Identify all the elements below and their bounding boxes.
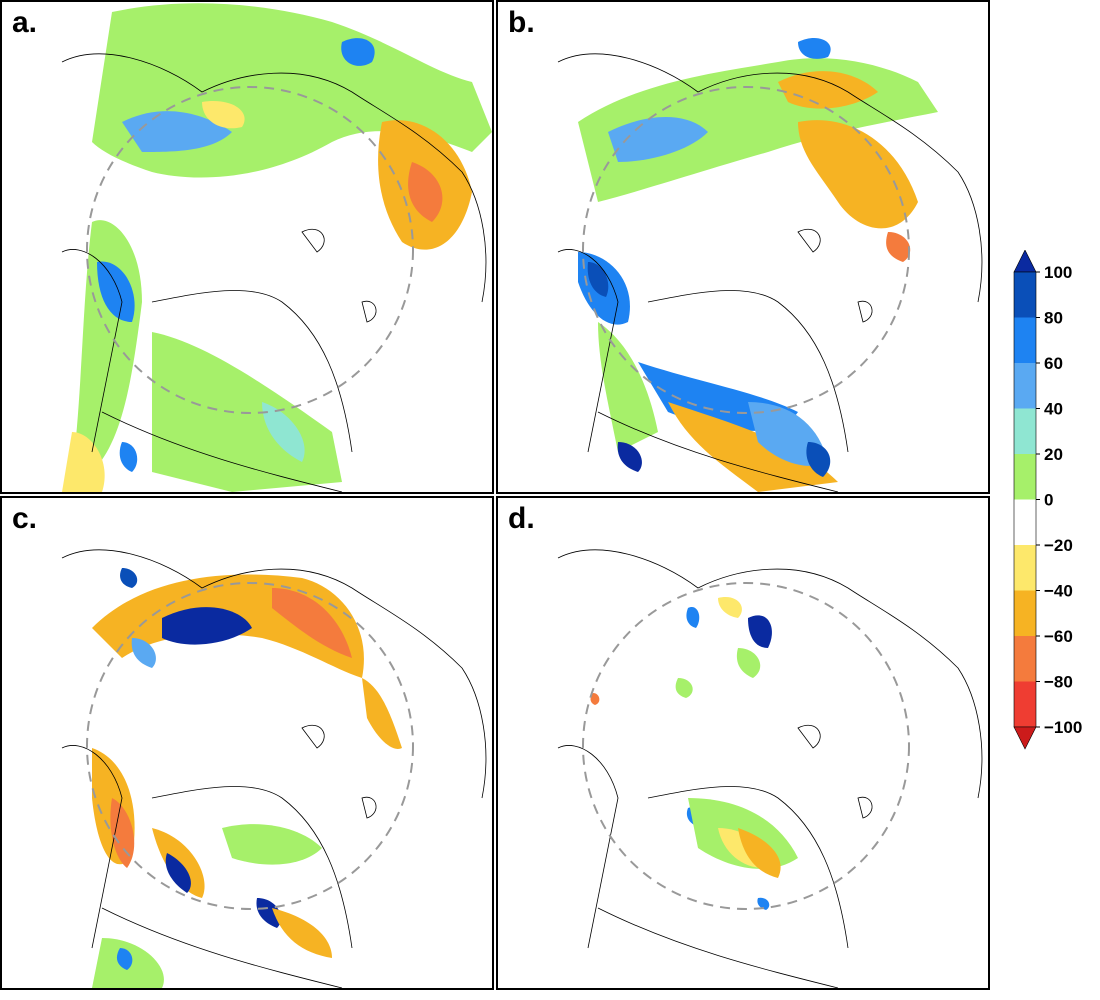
panel-label-d: d.	[508, 502, 535, 535]
arctic-circle-d	[582, 582, 910, 910]
colorbar-bin	[1014, 272, 1036, 318]
colorbar-bin	[1014, 545, 1036, 591]
map-panel-a: a.	[0, 0, 494, 494]
map-d-svg	[557, 549, 983, 988]
arctic-circle-b	[582, 86, 910, 414]
precip-anomaly-field-b	[578, 37, 938, 492]
arctic-circle-c	[86, 582, 414, 910]
map-panel-d: d.	[496, 496, 990, 990]
precip-anomaly-field-a	[62, 3, 492, 492]
colorbar-tick-label: −100	[1044, 718, 1082, 737]
coastlines-b	[557, 53, 983, 492]
coastlines-a	[61, 53, 487, 492]
colorbar-over-arrow	[1013, 249, 1037, 273]
colorbar-tick-label: 0	[1044, 491, 1053, 510]
colorbar-bin	[1014, 681, 1036, 727]
panel-label-c: c.	[12, 502, 38, 535]
panel-label-a: a.	[12, 6, 38, 39]
colorbar-svg: 100 80 60 40 20 0 −20 −40 −60 −80 −100	[1013, 249, 1082, 750]
map-panel-c: c.	[0, 496, 494, 990]
map-c-svg	[61, 549, 487, 988]
colorbar-under-arrow	[1013, 726, 1037, 750]
map-b-svg	[557, 37, 983, 492]
coastlines-d	[557, 549, 983, 988]
colorbar-bin	[1014, 454, 1036, 500]
colorbar-bin	[1014, 590, 1036, 636]
map-panel-b: b.	[496, 0, 990, 494]
colorbar-tick-label: −60	[1044, 627, 1073, 646]
colorbar-tick-label: −40	[1044, 582, 1073, 601]
map-panel-grid: a.	[0, 0, 990, 990]
colorbar: 100 80 60 40 20 0 −20 −40 −60 −80 −100	[1012, 249, 1100, 755]
colorbar-tick-label: 100	[1044, 263, 1072, 282]
colorbar-tick-label: 80	[1044, 309, 1063, 328]
colorbar-tick-label: 40	[1044, 400, 1063, 419]
colorbar-bin	[1014, 408, 1036, 454]
colorbar-bin	[1014, 499, 1036, 545]
colorbar-tick-label: −80	[1044, 673, 1073, 692]
panel-label-b: b.	[508, 6, 535, 39]
colorbar-bin	[1014, 317, 1036, 363]
colorbar-tick-label: 60	[1044, 354, 1063, 373]
precip-anomaly-field-c	[92, 568, 402, 988]
colorbar-bin	[1014, 363, 1036, 409]
map-a-svg	[61, 3, 492, 492]
coastlines-c	[61, 549, 487, 988]
arctic-circle-a	[86, 86, 414, 414]
precip-anomaly-field-d	[590, 597, 798, 910]
colorbar-bin	[1014, 636, 1036, 682]
colorbar-tick-label: −20	[1044, 536, 1073, 555]
colorbar-tick-label: 20	[1044, 445, 1063, 464]
